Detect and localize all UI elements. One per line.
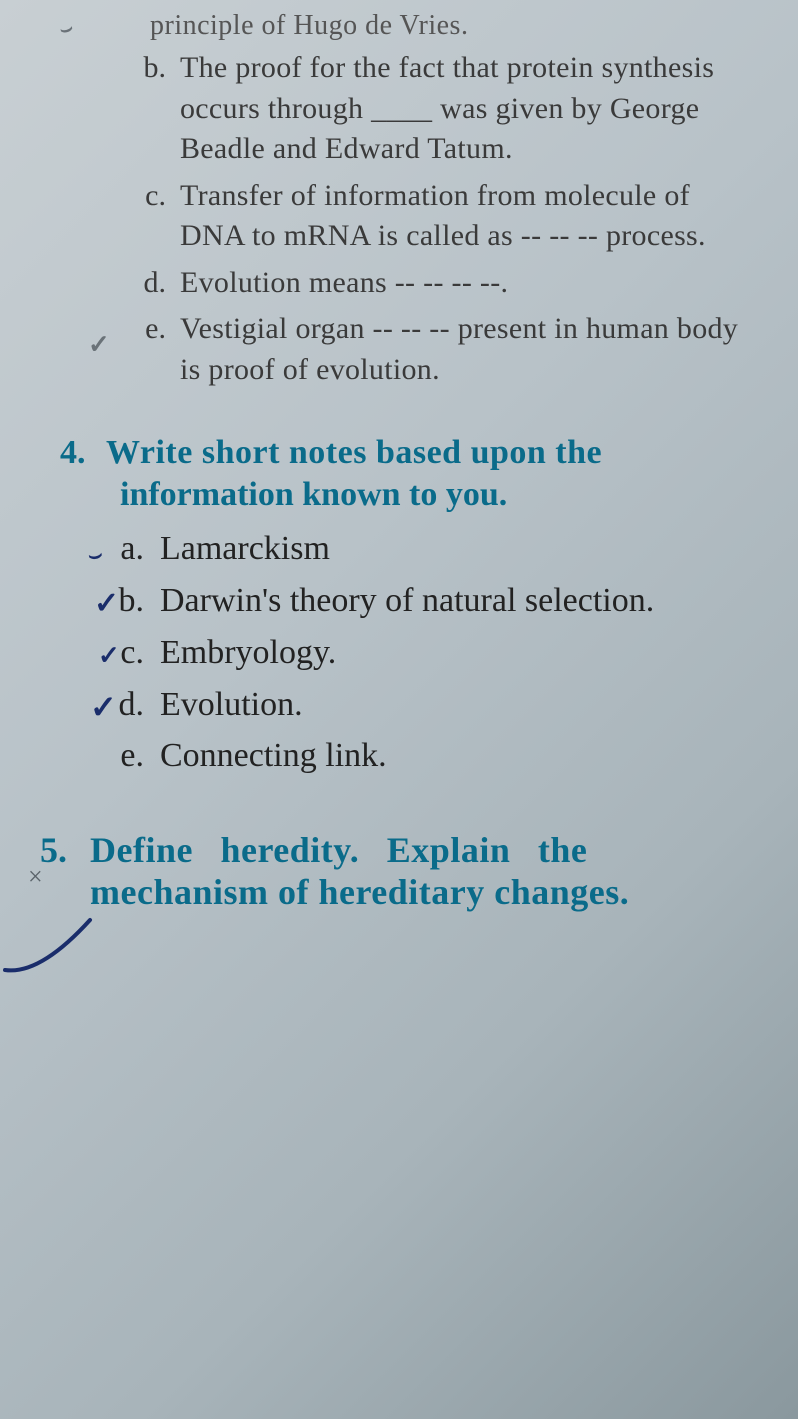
question-title-line2: information known to you.: [120, 476, 758, 514]
q4-item-c: ✓ c. Embryology.: [100, 630, 758, 676]
q4-item-d: ✓ d. Evolution.: [100, 682, 758, 728]
item-letter: c.: [130, 176, 180, 257]
item-text: The proof for the fact that protein synt…: [180, 48, 758, 170]
q3-item-c: c. Transfer of information from molecule…: [130, 176, 758, 257]
item-text: Evolution.: [160, 682, 758, 728]
question-text-line2: mechanism of hereditary changes.: [90, 871, 758, 913]
question-3-items: b. The proof for the fact that protein s…: [130, 48, 758, 390]
pencil-tick-icon: ✓: [88, 330, 110, 360]
item-letter: b.: [130, 48, 180, 170]
q4-item-a: ⌣ a. Lamarckism: [100, 526, 758, 572]
item-letter: a.: [100, 526, 160, 572]
textbook-page: principle of Hugo de Vries. b. The proof…: [0, 0, 798, 953]
item-letter: d.: [130, 263, 180, 304]
item-letter: e.: [100, 733, 160, 779]
q4-item-b: ✓ b. Darwin's theory of natural selectio…: [100, 578, 758, 624]
q5-line1: 5. Define heredity. Explain the: [40, 829, 758, 871]
item-text: Connecting link.: [160, 733, 758, 779]
q4-item-e: e. Connecting link.: [100, 733, 758, 779]
q3-item-e: e. Vestigial organ -- -- -- present in h…: [130, 309, 758, 390]
partial-previous-line: principle of Hugo de Vries.: [150, 10, 758, 42]
ink-check-icon: ✓: [94, 584, 119, 625]
pencil-mark-icon: ⌣: [57, 17, 76, 43]
item-text: Darwin's theory of natural selection.: [160, 578, 758, 624]
q4-heading: 4. Write short notes based upon the: [60, 430, 758, 476]
question-5: 5. Define heredity. Explain the mechanis…: [40, 829, 758, 913]
item-text: Evolution means -- -- -- --.: [180, 263, 758, 304]
item-text: Vestigial organ -- -- -- present in huma…: [180, 309, 758, 390]
pencil-x-icon: ×: [28, 862, 43, 892]
ink-check-icon: ✓: [98, 638, 120, 673]
ink-check-icon: ✓: [90, 686, 117, 729]
ink-swoosh-icon: [0, 900, 120, 980]
question-number: 5.: [40, 829, 90, 871]
item-text: Transfer of information from molecule of…: [180, 176, 758, 257]
question-text-line1: Define heredity. Explain the: [90, 829, 587, 871]
q3-item-b: b. The proof for the fact that protein s…: [130, 48, 758, 170]
question-title-line1: Write short notes based upon the: [106, 430, 602, 476]
question-4: 4. Write short notes based upon the info…: [60, 430, 758, 779]
item-letter: e.: [130, 309, 180, 390]
item-text: Lamarckism: [160, 526, 758, 572]
question-number: 4.: [60, 430, 106, 476]
q3-item-d: d. Evolution means -- -- -- --.: [130, 263, 758, 304]
item-text: Embryology.: [160, 630, 758, 676]
